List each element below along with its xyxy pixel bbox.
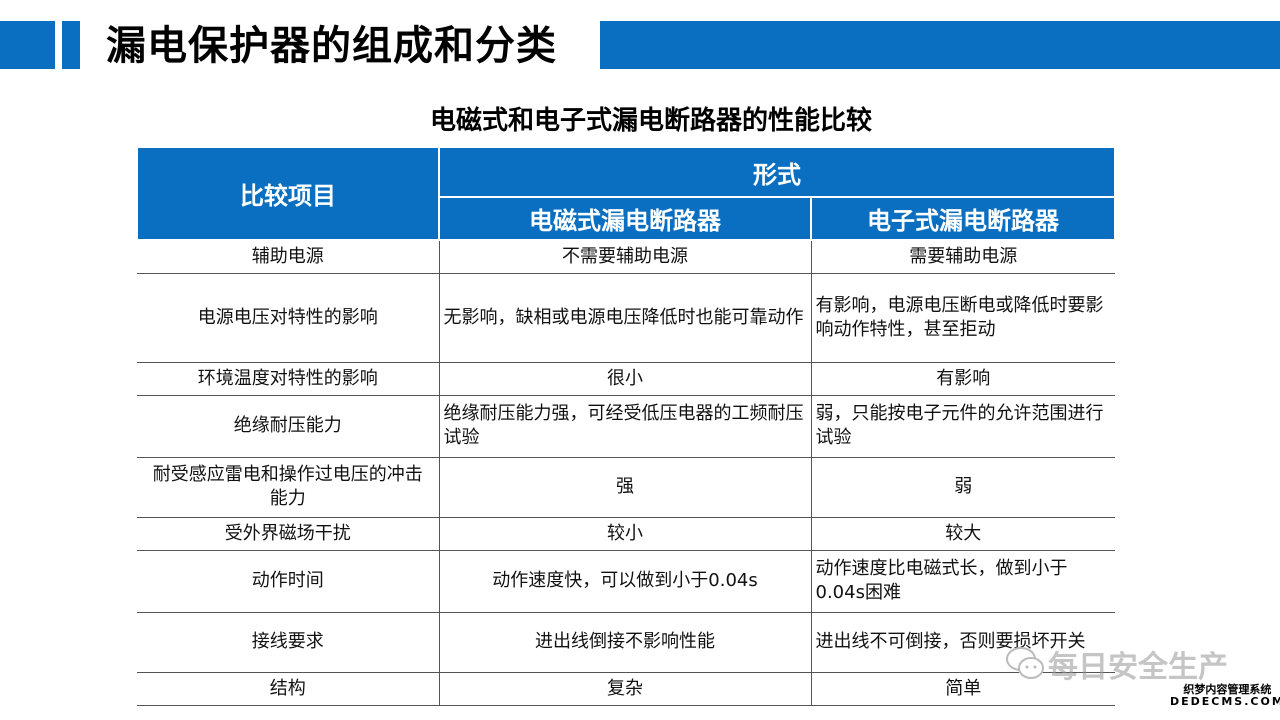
site-watermark-en: DEDECMS.COM: [1170, 695, 1280, 708]
cell-item: 受外界磁场干扰: [137, 517, 439, 551]
table-row: 动作时间 动作速度快，可以做到小于0.04s 动作速度比电磁式长，做到小于0.04s…: [137, 550, 1115, 613]
title-bar-block-1: [0, 21, 55, 69]
cell-electromagnetic: 进出线倒接不影响性能: [438, 612, 811, 673]
cell-electronic: 简单: [810, 672, 1115, 706]
cell-electronic: 弱: [810, 457, 1115, 518]
cell-electronic: 进出线不可倒接，否则要损坏开关: [810, 612, 1115, 673]
cell-item: 耐受感应雷电和操作过电压的冲击能力: [137, 457, 439, 518]
cell-electronic: 有影响: [810, 362, 1115, 396]
cell-item: 接线要求: [137, 612, 439, 673]
site-watermark-cn: 织梦内容管理系统: [1183, 683, 1272, 696]
cell-item: 电源电压对特性的影响: [137, 273, 439, 363]
header-item: 比较项目: [136, 146, 440, 241]
cell-electromagnetic: 动作速度快，可以做到小于0.04s: [438, 550, 811, 613]
table-row: 环境温度对特性的影响 很小 有影响: [137, 362, 1115, 396]
cell-electromagnetic: 无影响，缺相或电源电压降低时也能可靠动作: [438, 273, 811, 363]
cell-item: 环境温度对特性的影响: [137, 362, 439, 396]
cell-electronic: 弱，只能按电子元件的允许范围进行试验: [810, 395, 1115, 458]
cell-item: 结构: [137, 672, 439, 706]
wechat-icon: [1006, 647, 1044, 679]
cell-item: 动作时间: [137, 550, 439, 613]
cell-electronic: 需要辅助电源: [810, 240, 1115, 274]
table-row: 绝缘耐压能力 绝缘耐压能力强，可经受低压电器的工频耐压试验 弱，只能按电子元件的允许…: [137, 395, 1115, 458]
cell-electronic: 有影响，电源电压断电或降低时要影响动作特性，甚至拒动: [810, 273, 1115, 363]
title-bar-right: [600, 21, 1280, 69]
watermark-text: 每日安全生产: [1048, 650, 1228, 685]
table-row: 耐受感应雷电和操作过电压的冲击能力强弱: [137, 457, 1115, 518]
cell-electronic: 较大: [810, 517, 1115, 551]
header-electromagnetic: 电磁式漏电断路器: [438, 196, 812, 241]
cell-electromagnetic: 很小: [438, 362, 811, 396]
cell-item: 绝缘耐压能力: [137, 395, 439, 458]
cell-item: 辅助电源: [137, 240, 439, 274]
title-bar-block-2: [62, 21, 80, 69]
cell-electromagnetic: 较小: [438, 517, 811, 551]
site-watermark: 织梦内容管理系统 DEDECMS.COM: [1170, 684, 1280, 708]
header-group: 形式: [438, 146, 1116, 198]
cell-electronic: 动作速度比电磁式长，做到小于0.04s困难: [810, 550, 1115, 613]
cell-electromagnetic: 不需要辅助电源: [438, 240, 811, 274]
cell-electromagnetic: 复杂: [438, 672, 811, 706]
cell-electromagnetic: 强: [438, 457, 811, 518]
table-row: 接线要求 进出线倒接不影响性能 进出线不可倒接，否则要损坏开关: [137, 612, 1115, 673]
header-electronic: 电子式漏电断路器: [810, 196, 1116, 241]
table-row: 结构 复杂 简单: [137, 672, 1115, 706]
table-row: 辅助电源 不需要辅助电源 需要辅助电源: [137, 240, 1115, 274]
comparison-table: 比较项目 形式 电磁式漏电断路器 电子式漏电断路器 辅助电源 不需要辅助电源 需要辅…: [136, 146, 1116, 706]
table-title: 电磁式和电子式漏电断路器的性能比较: [429, 106, 872, 136]
cell-electromagnetic: 绝缘耐压能力强，可经受低压电器的工频耐压试验: [438, 395, 811, 458]
table-row: 受外界磁场干扰 较小 较大: [137, 517, 1115, 551]
page-title: 漏电保护器的组成和分类: [106, 23, 557, 69]
table-row: 电源电压对特性的影响 无影响，缺相或电源电压降低时也能可靠动作 有影响，电源电压断电…: [137, 273, 1115, 363]
